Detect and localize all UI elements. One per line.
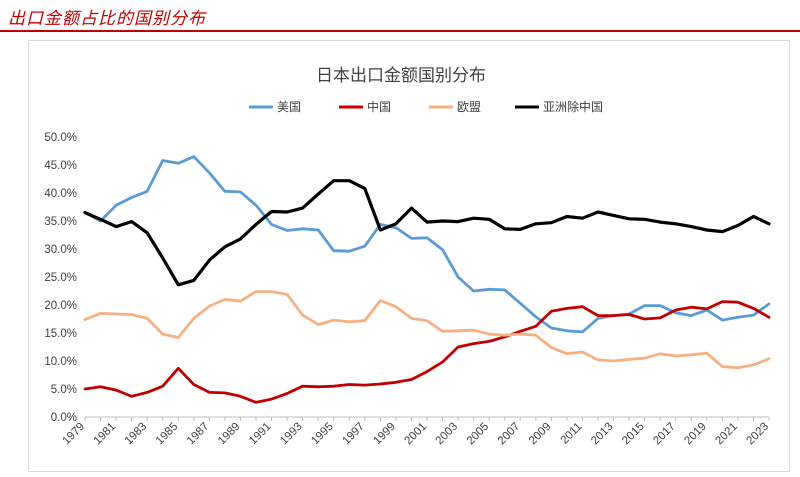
legend-label: 欧盟: [457, 100, 481, 114]
y-tick-label: 50.0%: [44, 132, 77, 144]
x-tick-label: 1987: [185, 421, 212, 448]
x-tick-label: 1999: [371, 421, 398, 448]
x-tick-label: 2019: [682, 421, 709, 448]
header-divider: [0, 30, 800, 32]
x-tick-label: 1979: [61, 421, 88, 448]
x-tick-label: 2003: [434, 421, 461, 448]
x-axis: 1979 1981 1983 1985 1987 1989 1991 1993 1995 1997…: [61, 416, 772, 448]
x-tick-label: 2007: [496, 421, 523, 448]
y-axis: 0.0% 5.0% 10.0% 15.0% 20.0% 25.0% 30.0% 35.0% 40…: [44, 132, 77, 424]
page-header-title: 出口金额占比的国别分布: [8, 9, 206, 29]
y-tick-label: 15.0%: [44, 328, 77, 340]
legend-label: 美国: [277, 100, 301, 114]
x-tick-label: 2017: [651, 421, 678, 448]
x-tick-label: 1991: [247, 421, 274, 448]
x-tick-label: 1985: [154, 421, 181, 448]
x-tick-label: 2001: [403, 421, 430, 448]
x-tick-label: 1995: [309, 421, 336, 448]
x-tick-label: 2005: [465, 421, 492, 448]
y-tick-label: 30.0%: [44, 244, 77, 256]
line-chart: 日本出口金额国别分布 美国 中国 欧盟 亚洲除中国 0.0% 5.0% 10.0% 15.0…: [44, 66, 772, 448]
x-tick-label: 2021: [713, 421, 740, 448]
x-tick-label: 1983: [123, 421, 150, 448]
series-line: [83, 155, 771, 334]
series-line: [83, 290, 771, 370]
x-tick-label: 1997: [340, 421, 367, 448]
x-tick-label: 2011: [559, 421, 585, 447]
x-tick-label: 2023: [745, 421, 772, 448]
y-tick-label: 5.0%: [51, 384, 77, 396]
x-tick-label: 1993: [278, 421, 305, 448]
y-tick-label: 20.0%: [44, 300, 77, 312]
x-tick-label: 2009: [527, 421, 554, 448]
page-header: 出口金额占比的国别分布: [0, 0, 800, 34]
chart-title: 日本出口金额国别分布: [316, 66, 486, 86]
x-tick-label: 2015: [620, 421, 647, 448]
y-tick-label: 0.0%: [51, 412, 77, 424]
x-tick-label: 2013: [589, 421, 616, 448]
y-tick-label: 45.0%: [44, 160, 77, 172]
legend-label: 中国: [367, 99, 391, 114]
y-tick-label: 40.0%: [44, 188, 77, 200]
legend-label: 亚洲除中国: [543, 99, 603, 114]
series-line: [83, 179, 771, 287]
y-tick-label: 25.0%: [44, 272, 77, 284]
chart-frame: 日本出口金额国别分布 美国 中国 欧盟 亚洲除中国 0.0% 5.0% 10.0% 15.0…: [28, 40, 790, 472]
x-tick-label: 1989: [216, 421, 243, 448]
y-tick-label: 35.0%: [44, 216, 77, 228]
x-tick-label: 1981: [92, 421, 119, 448]
legend: 美国 中国 欧盟 亚洲除中国: [249, 99, 603, 114]
series-line: [83, 300, 771, 404]
plot-area: [83, 155, 771, 404]
y-tick-label: 10.0%: [44, 356, 77, 368]
